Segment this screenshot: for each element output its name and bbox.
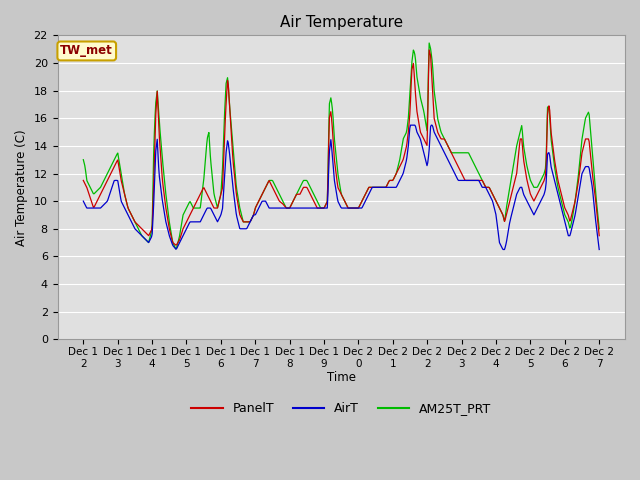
Text: TW_met: TW_met bbox=[60, 45, 113, 58]
Title: Air Temperature: Air Temperature bbox=[280, 15, 403, 30]
Legend: PanelT, AirT, AM25T_PRT: PanelT, AirT, AM25T_PRT bbox=[186, 397, 496, 420]
Y-axis label: Air Temperature (C): Air Temperature (C) bbox=[15, 129, 28, 246]
X-axis label: Time: Time bbox=[327, 372, 356, 384]
